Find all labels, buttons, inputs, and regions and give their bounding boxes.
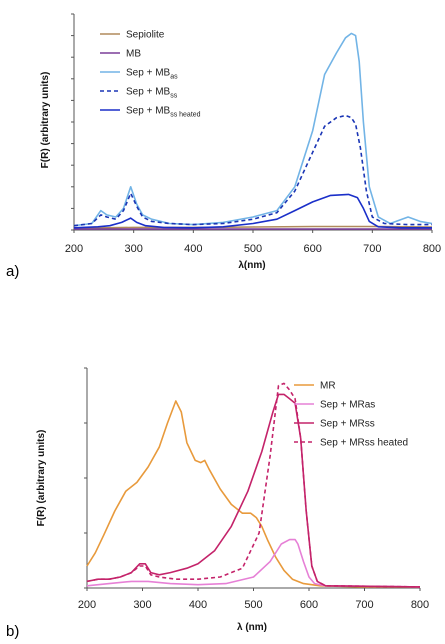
legend-label: Sep + MBss heated	[126, 106, 201, 119]
panel-a-x-axis-title: λ(nm)	[238, 260, 265, 271]
x-tick-label: 200	[65, 243, 83, 255]
panel-a-legend: Sepiolite MB Sep + MBas Sep + MBss Sep + MBs…	[100, 30, 201, 119]
x-tick-label: 400	[189, 599, 207, 611]
legend-label: Sep + MRss	[320, 419, 375, 430]
series-line-sepiolite	[73, 225, 433, 230]
x-tick-label: 300	[133, 599, 151, 611]
series-line-sep-mbas	[73, 32, 433, 227]
legend-label: MR	[320, 381, 336, 392]
panel-b-y-axis-title: F(R) (arbitrary units)	[36, 430, 47, 527]
x-tick-label: 200	[78, 599, 96, 611]
series-line-sep-mbss-heated	[73, 193, 432, 229]
legend-label: Sep + MRas	[320, 400, 375, 411]
x-tick-label: 300	[124, 243, 142, 255]
series-line-sep-mbss	[73, 114, 432, 227]
legend-label: Sep + MRss heated	[320, 438, 408, 449]
x-tick-label: 600	[303, 243, 321, 255]
x-tick-label: 800	[423, 243, 441, 255]
legend-label: Sepiolite	[126, 30, 165, 41]
series-line-sep-mrss-heated	[86, 382, 421, 588]
x-tick-label: 500	[244, 243, 262, 255]
x-tick-label: 500	[244, 599, 262, 611]
x-tick-label: 600	[300, 599, 318, 611]
panel-a-y-axis-title: F(R) (arbitrary units)	[40, 72, 51, 169]
panel-b-label: b)	[6, 623, 19, 640]
x-tick-label: 800	[411, 599, 429, 611]
legend-label: Sep + MBss	[126, 87, 178, 100]
panel-b-chart: b) F(R) (arbitrary units) λ (nm) 200 300 4…	[6, 367, 429, 640]
legend-label: MB	[126, 49, 141, 60]
x-tick-label: 700	[355, 599, 373, 611]
panel-a-chart: a) F(R) (arbitrary units) λ(nm) 200 300 40…	[6, 13, 441, 280]
panel-a-label: a)	[6, 263, 19, 280]
x-tick-label: 700	[363, 243, 381, 255]
series-line-mr	[86, 400, 420, 588]
x-tick-label: 400	[184, 243, 202, 255]
panel-b-x-axis-title: λ (nm)	[237, 622, 267, 633]
panel-b-legend: MR Sep + MRas Sep + MRss Sep + MRss heated	[294, 381, 408, 449]
legend-label: Sep + MBas	[126, 68, 178, 81]
series-line-sep-mras	[86, 538, 421, 588]
